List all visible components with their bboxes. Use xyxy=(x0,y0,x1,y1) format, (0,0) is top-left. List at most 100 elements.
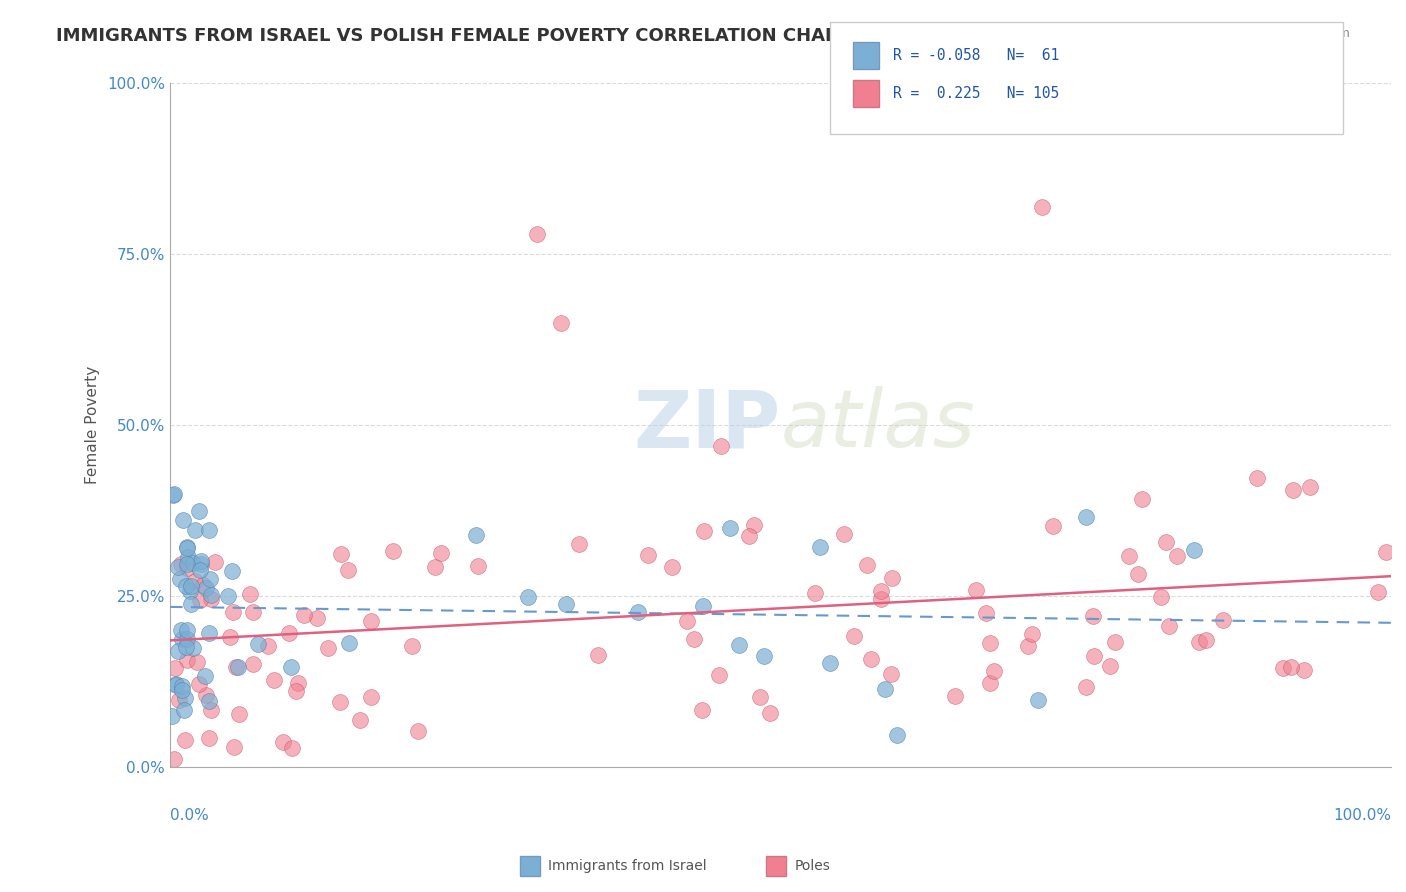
Text: R =  0.225   N= 105: R = 0.225 N= 105 xyxy=(893,87,1059,101)
Point xyxy=(194,669,217,683)
Point xyxy=(200,588,222,602)
Point xyxy=(382,544,405,558)
Point xyxy=(292,607,315,622)
Point xyxy=(163,752,186,766)
Point xyxy=(1281,660,1303,674)
Point xyxy=(170,623,193,637)
Point xyxy=(718,521,741,535)
Point xyxy=(517,590,540,604)
Point xyxy=(1017,640,1039,654)
Point xyxy=(176,541,198,555)
Point xyxy=(360,614,382,628)
Point xyxy=(329,695,352,709)
Point xyxy=(186,655,208,669)
Point xyxy=(200,591,222,606)
Point xyxy=(727,638,749,652)
Point xyxy=(183,574,205,588)
Point xyxy=(974,607,997,621)
Point xyxy=(550,316,572,330)
Text: ZIP: ZIP xyxy=(633,386,780,465)
Point xyxy=(165,676,187,690)
Text: Poles: Poles xyxy=(794,859,831,873)
Point xyxy=(1188,635,1211,649)
Point xyxy=(190,554,212,568)
Point xyxy=(1367,585,1389,599)
Point xyxy=(204,556,226,570)
Point xyxy=(174,579,197,593)
Point xyxy=(257,639,280,653)
Point xyxy=(749,690,772,705)
Point xyxy=(278,625,301,640)
Point xyxy=(1132,492,1154,507)
Text: Source: ZipAtlas.com: Source: ZipAtlas.com xyxy=(1216,27,1350,40)
Point xyxy=(287,675,309,690)
Point xyxy=(744,517,766,532)
Point xyxy=(165,678,187,692)
Point xyxy=(1074,680,1097,694)
Point xyxy=(568,537,591,551)
Point xyxy=(1154,534,1177,549)
Point xyxy=(247,637,270,651)
Point xyxy=(179,583,201,598)
Point xyxy=(349,714,371,728)
Point xyxy=(943,689,966,703)
Point xyxy=(173,703,195,717)
Point xyxy=(281,740,304,755)
Point xyxy=(224,739,246,754)
Point xyxy=(1081,608,1104,623)
Point xyxy=(187,504,209,518)
Point xyxy=(682,632,704,646)
Point xyxy=(162,488,184,502)
Point xyxy=(856,558,879,572)
Text: R = -0.058   N=  61: R = -0.058 N= 61 xyxy=(893,48,1059,62)
Point xyxy=(880,667,903,681)
Point xyxy=(1126,567,1149,582)
Point xyxy=(1076,509,1098,524)
Point xyxy=(193,578,215,592)
Point xyxy=(221,565,243,579)
Point xyxy=(1166,549,1188,563)
Point xyxy=(239,587,262,601)
Point xyxy=(176,541,198,555)
Point xyxy=(693,524,716,538)
Point xyxy=(180,579,202,593)
Y-axis label: Female Poverty: Female Poverty xyxy=(86,367,100,484)
Point xyxy=(183,523,205,537)
Point xyxy=(329,548,352,562)
Point xyxy=(188,592,211,607)
Point xyxy=(176,640,198,654)
Point xyxy=(425,559,447,574)
Point xyxy=(225,660,247,674)
Point xyxy=(200,703,222,717)
Point xyxy=(430,546,453,560)
Point xyxy=(176,652,198,666)
Point xyxy=(263,673,285,688)
Point xyxy=(242,605,264,619)
Point xyxy=(194,689,217,703)
Point xyxy=(177,549,200,564)
Point xyxy=(1098,658,1121,673)
Point xyxy=(710,439,733,453)
Point xyxy=(1083,648,1105,663)
Point xyxy=(1021,626,1043,640)
Point xyxy=(167,644,190,658)
Point xyxy=(170,557,193,571)
Point xyxy=(1272,661,1295,675)
Point xyxy=(176,632,198,647)
Point xyxy=(1212,613,1234,627)
Point xyxy=(1104,634,1126,648)
Point xyxy=(804,586,827,600)
Point xyxy=(1294,663,1316,677)
Point xyxy=(832,527,855,541)
Point xyxy=(170,679,193,693)
Point xyxy=(181,556,204,570)
Point xyxy=(285,684,308,698)
Text: atlas: atlas xyxy=(780,386,976,465)
Point xyxy=(676,614,699,628)
Point xyxy=(190,557,212,571)
Point xyxy=(870,591,893,606)
Point xyxy=(163,661,186,675)
Point xyxy=(280,660,302,674)
Point xyxy=(707,668,730,682)
Point xyxy=(873,681,896,696)
